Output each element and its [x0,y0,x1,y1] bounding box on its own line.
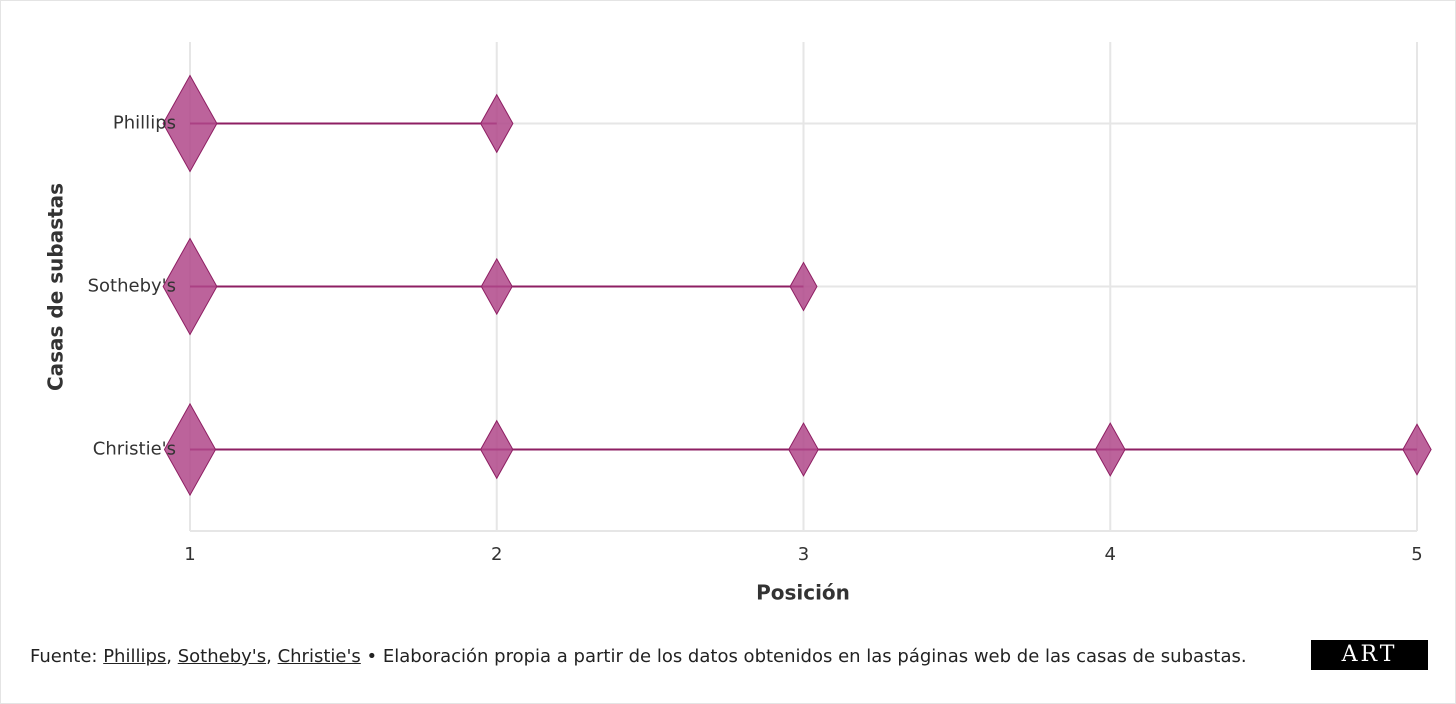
x-tick-label: 1 [184,544,195,565]
diamond [480,419,514,480]
logo: ART [1311,640,1428,670]
diamond [789,261,818,312]
diamond [480,257,513,316]
x-axis-title: Posición [756,581,850,605]
y-tick-label: Christie's [93,439,176,460]
source-label: Fuente: [30,646,98,667]
source-link[interactable]: Phillips [103,646,167,667]
x-tick-label: 2 [491,544,502,565]
x-tick-label: 3 [798,544,809,565]
x-tick-label: 5 [1411,544,1422,565]
diamond [162,237,218,336]
diamond [1094,422,1126,477]
diamond [162,74,218,173]
y-tick-label: Phillips [113,113,176,134]
source-note: • Elaboración propia a partir de los dat… [366,646,1247,667]
y-tick-label: Sotheby's [88,276,176,297]
x-tick-label: 4 [1105,544,1116,565]
diamond [480,93,514,154]
diamond [1402,423,1432,476]
diamond [163,402,217,497]
diamond [788,422,819,477]
footer: Fuente: Phillips, Sotheby's, Christie's … [30,646,1247,667]
source-link[interactable]: Sotheby's [177,646,267,667]
source-link[interactable]: Christie's [277,646,361,667]
y-axis-title: Casas de subastas [44,183,68,391]
